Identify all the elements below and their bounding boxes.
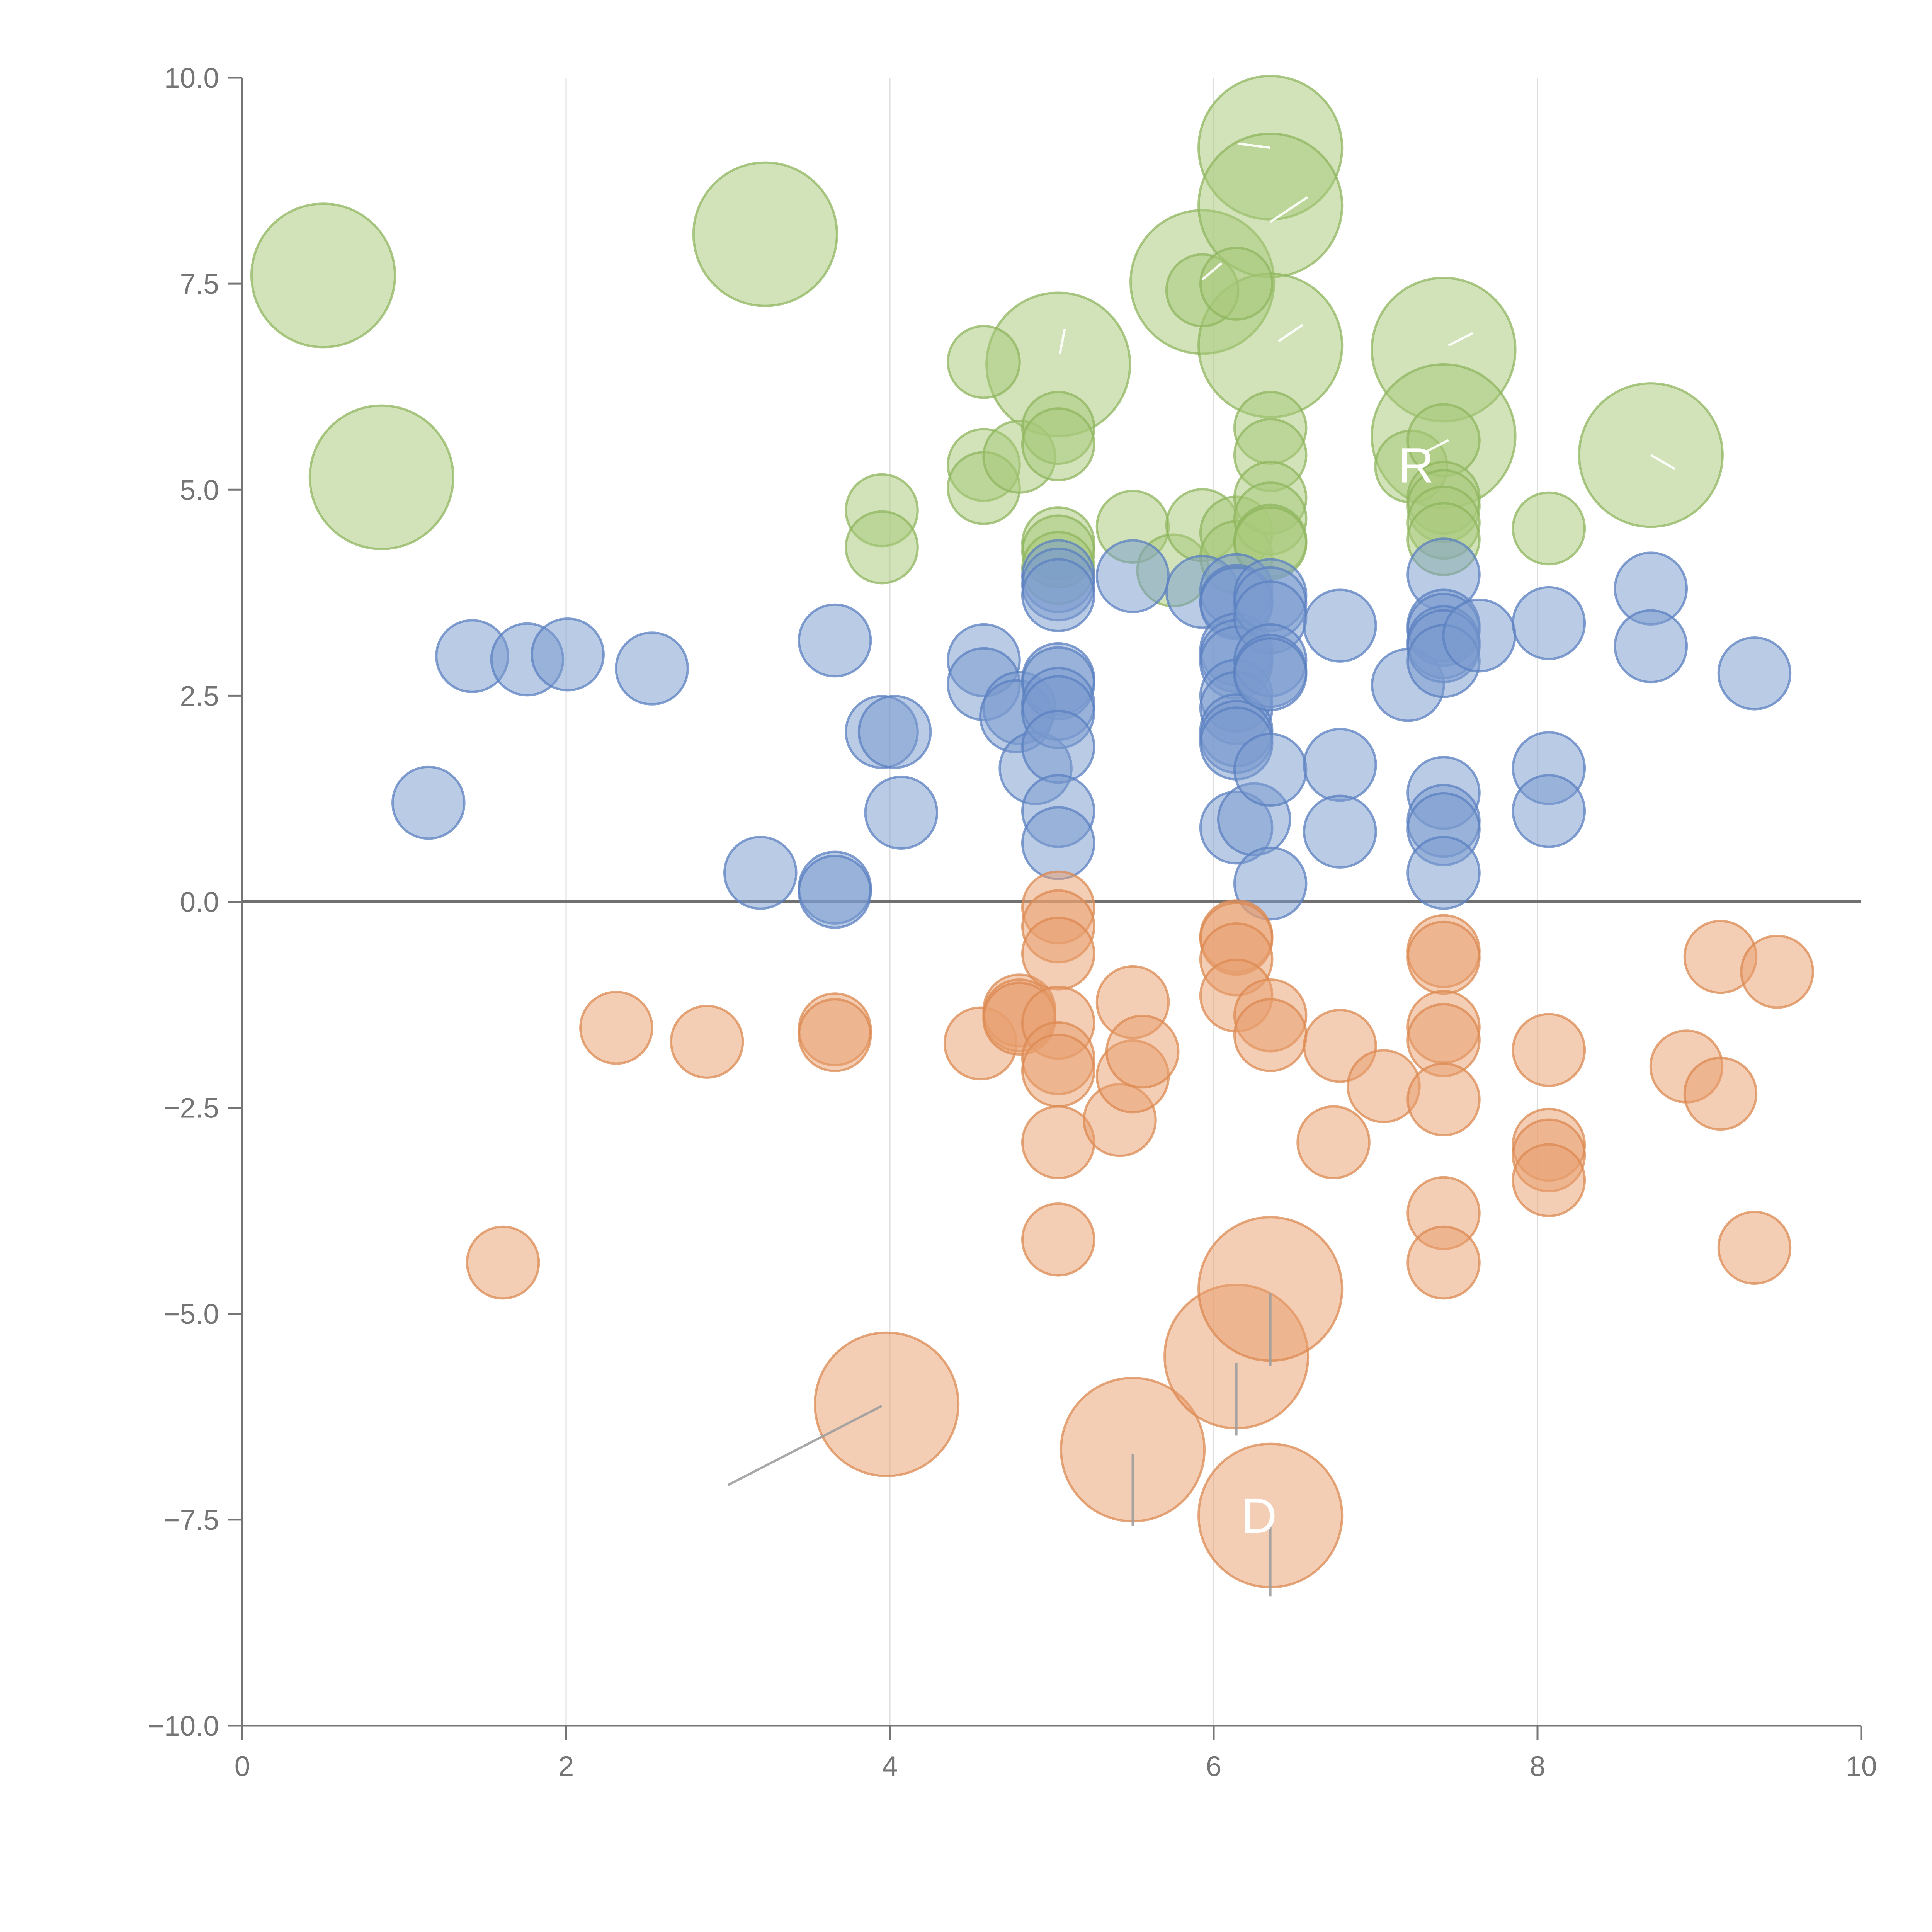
orange-point <box>814 1331 960 1477</box>
green-point <box>947 325 1021 399</box>
y-tick-label: −10.0 <box>148 1711 219 1742</box>
green-point <box>1021 407 1095 481</box>
blue-point <box>1021 709 1095 784</box>
orange-point <box>1512 1013 1586 1087</box>
orange-point <box>1233 998 1308 1072</box>
x-tick-label: 2 <box>558 1751 574 1782</box>
orange-point <box>670 1005 744 1079</box>
blue-point <box>857 695 932 769</box>
blue-point <box>1512 774 1586 848</box>
leader-line <box>1448 332 1473 347</box>
y-tick-label: −7.5 <box>163 1505 219 1536</box>
orange-point <box>1717 1211 1792 1285</box>
blue-point <box>391 765 466 840</box>
blue-point <box>864 776 939 850</box>
y-tick-label: −5.0 <box>163 1299 219 1330</box>
blue-point <box>1021 558 1095 633</box>
data-points <box>250 75 1814 1588</box>
y-tick-label: 2.5 <box>180 680 219 712</box>
blue-point <box>723 836 798 910</box>
green-point <box>845 510 919 585</box>
leader-line <box>1269 196 1308 223</box>
x-tick-label: 4 <box>882 1751 898 1782</box>
orange-point <box>466 1225 540 1300</box>
y-tick-label: 0.0 <box>180 887 219 918</box>
y-tick-label: 7.5 <box>180 269 219 300</box>
green-point <box>308 404 454 550</box>
blue-point <box>1717 636 1792 711</box>
leader-line <box>1650 454 1676 470</box>
blue-point <box>1303 588 1377 663</box>
orange-point <box>1105 1014 1180 1089</box>
leader-line <box>1201 262 1223 281</box>
blue-point <box>798 603 872 678</box>
orange-point <box>798 998 872 1072</box>
x-tick-label: 10 <box>1845 1751 1877 1782</box>
orange-point <box>1021 917 1095 991</box>
orange-point <box>1406 1225 1481 1300</box>
y-tick-label: 10.0 <box>164 63 219 94</box>
blue-point <box>1614 609 1688 684</box>
green-point <box>692 161 838 307</box>
green-point <box>1512 491 1586 566</box>
y-tick-label: 5.0 <box>180 474 219 506</box>
annotation-label-d: D <box>1241 1488 1277 1544</box>
leader-line <box>1423 439 1449 454</box>
blue-point <box>1442 598 1516 673</box>
leader-line <box>1238 142 1271 149</box>
x-tick-label: 0 <box>235 1751 250 1782</box>
orange-point <box>579 990 653 1065</box>
y-tick-label: −2.5 <box>163 1093 219 1124</box>
green-point <box>250 202 396 349</box>
orange-point <box>1021 1033 1095 1108</box>
orange-point <box>1740 934 1814 1009</box>
annotation-labels: RD <box>1241 438 1434 1544</box>
blue-point <box>1406 836 1481 910</box>
orange-point <box>1683 1056 1758 1131</box>
orange-point <box>1296 1105 1371 1179</box>
annotation-label-r: R <box>1398 438 1434 493</box>
orange-point <box>1021 1202 1095 1277</box>
leader-line <box>1277 324 1304 342</box>
blue-point <box>1095 539 1170 613</box>
blue-point <box>1233 846 1308 921</box>
orange-point <box>1512 1143 1586 1218</box>
orange-point <box>1406 920 1481 995</box>
green-point <box>1199 247 1274 321</box>
blue-point <box>531 617 605 692</box>
annotation-leader-lines <box>727 142 1676 1597</box>
blue-point <box>1233 733 1308 807</box>
blue-point <box>1021 806 1095 880</box>
blue-point <box>615 631 689 706</box>
x-tick-label: 6 <box>1206 1751 1222 1782</box>
leader-line <box>727 1405 883 1486</box>
orange-point <box>1406 1062 1481 1137</box>
blue-point <box>1233 637 1308 711</box>
blue-point <box>1303 728 1377 802</box>
blue-point <box>798 855 872 929</box>
blue-point <box>1512 586 1586 660</box>
x-tick-label: 8 <box>1530 1751 1546 1782</box>
blue-point <box>1303 794 1377 869</box>
tick-labels: 0 2 4 6 8 10 −10.0 −7.5 −5.0 −2.5 0.0 2.5 5.0 7.5 10.0 <box>148 63 1877 1782</box>
leader-line <box>1059 328 1066 354</box>
